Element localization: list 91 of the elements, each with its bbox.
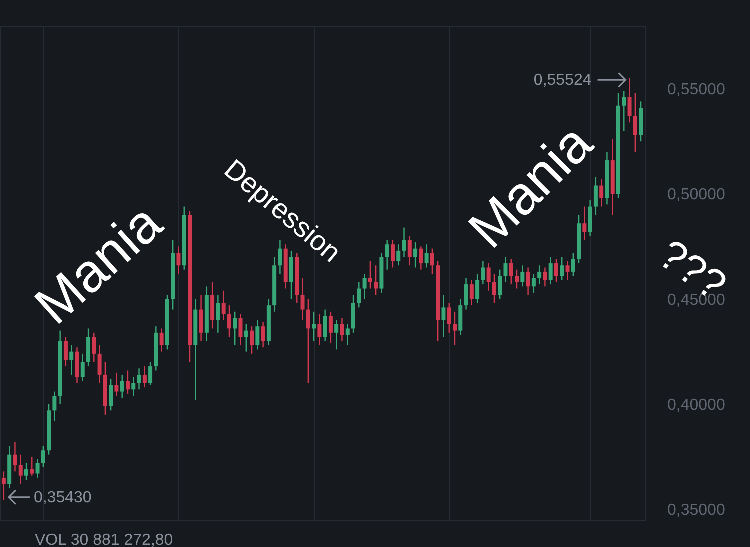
annotation: 0,55524: [534, 72, 592, 90]
candlestick: [120, 374, 124, 399]
candlestick: [80, 353, 85, 382]
candlestick: [492, 273, 496, 304]
candlestick: [622, 90, 626, 132]
candlestick: [244, 324, 248, 352]
candlestick: [126, 370, 130, 394]
candlestick: [132, 376, 136, 397]
candlestick: [424, 244, 429, 268]
candlestick: [520, 265, 525, 288]
candlestick: [402, 227, 406, 258]
candlestick: [346, 324, 350, 346]
candlestick: [176, 246, 181, 275]
candlestick: [222, 290, 226, 321]
candlestick: [476, 273, 480, 304]
candlestick: [64, 336, 68, 368]
candlestick: [548, 256, 553, 286]
candlestick: [250, 326, 254, 355]
candlestick: [594, 176, 598, 216]
candlestick: [238, 313, 243, 346]
candlestick: [137, 368, 142, 390]
candlestick: [430, 248, 434, 275]
candlestick: [543, 267, 548, 288]
candlestick: [571, 252, 576, 277]
candlestick: [396, 244, 401, 266]
candlestick: [323, 309, 328, 342]
candlestick: [504, 256, 508, 284]
candlestick: [509, 258, 514, 286]
candlestick: [160, 328, 164, 352]
candlestick: [216, 294, 220, 334]
candlestick: [13, 442, 18, 472]
candlestick: [582, 206, 587, 242]
text: VOL 30 881 272,80: [35, 532, 174, 547]
candlestick: [318, 313, 322, 346]
candlestick: [515, 269, 520, 290]
candlestick: [526, 267, 530, 296]
candlestick: [109, 378, 114, 412]
candlestick: [306, 298, 310, 384]
candlestick: [114, 372, 119, 397]
candlestick: [334, 320, 339, 350]
candlestick: [362, 273, 367, 300]
y-tick-label: 0,55000: [668, 82, 726, 99]
candlestick: [470, 280, 474, 306]
candlestick: [374, 265, 378, 296]
candlestick: [328, 311, 333, 344]
candlestick: [628, 77, 632, 124]
candlestick: [148, 362, 153, 386]
candlestick: [554, 258, 558, 284]
candlestick: [24, 462, 28, 481]
candlestick: [30, 456, 34, 476]
candlestick: [70, 344, 74, 376]
candlestick: [52, 391, 57, 422]
candlestick: [233, 311, 238, 346]
candlestick: [447, 302, 452, 334]
candlestick: [442, 294, 446, 338]
candlestick: [256, 320, 260, 350]
y-tick-label: 0,50000: [668, 186, 726, 204]
candlestick: [2, 471, 6, 502]
candlestick: [199, 294, 204, 342]
y-tick-label: 0,35000: [668, 502, 726, 519]
candlestick: [481, 260, 486, 286]
candlestick: [419, 246, 424, 270]
candlestick: [18, 454, 23, 485]
candlestick: [566, 260, 570, 281]
candlestick: [408, 236, 412, 266]
candlestick: [452, 311, 457, 346]
candlestick: [368, 260, 372, 290]
candlestick: [312, 311, 316, 342]
candlestick: [142, 366, 147, 388]
candlestick: [41, 446, 46, 468]
candlestick: [486, 262, 491, 292]
candlestick: [532, 273, 536, 294]
candlestick: [300, 278, 305, 321]
candlestick: [600, 178, 604, 208]
candlestick: [464, 278, 468, 310]
candlestick: [357, 282, 362, 308]
candlestick: [560, 256, 564, 281]
candlestick: [36, 458, 40, 479]
candlestick: [414, 242, 418, 268]
candlestick: [261, 322, 266, 348]
candlestick: [340, 318, 344, 342]
candlestick: [385, 240, 390, 270]
candlestick: [633, 92, 638, 153]
candlestick: [498, 269, 502, 300]
candlestick: [538, 265, 542, 286]
candlestick: [98, 344, 102, 384]
annotation: 0,35430: [34, 489, 92, 506]
candlestick: [92, 332, 96, 363]
y-tick-label: 0,40000: [668, 396, 726, 414]
candlestick: [390, 240, 395, 268]
candlestick: [227, 304, 232, 338]
